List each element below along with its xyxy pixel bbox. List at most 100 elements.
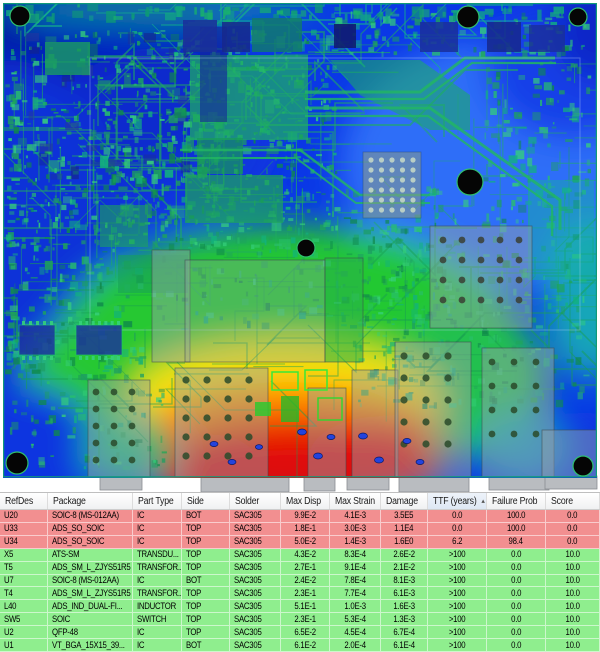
cell-value: 10.0 bbox=[565, 640, 579, 651]
cell-value: 7.7E-4 bbox=[344, 588, 365, 599]
cell-max_disp: 9.9E-2 bbox=[281, 510, 330, 523]
cell-value: >100 bbox=[449, 575, 466, 586]
column-header-ttf[interactable]: TTF (years)▴ bbox=[428, 493, 487, 509]
cell-value: 1.6E-3 bbox=[393, 601, 414, 612]
cell-max_strain: 7.7E-4 bbox=[330, 587, 381, 600]
cell-value: SAC305 bbox=[234, 510, 262, 521]
cell-package: SOIC-8 (MS-012AA) bbox=[48, 510, 133, 523]
cell-value: 0.0 bbox=[511, 562, 521, 573]
cell-value: ATS-SM bbox=[52, 549, 79, 560]
cell-score: 0.0 bbox=[546, 536, 600, 549]
cell-ttf: >100 bbox=[428, 626, 487, 639]
column-header-part_type[interactable]: Part Type bbox=[133, 493, 182, 509]
cell-damage: 2.6E-2 bbox=[381, 549, 428, 562]
cell-failure_prob: 0.0 bbox=[487, 562, 546, 575]
cell-max_disp: 2.4E-2 bbox=[281, 575, 330, 588]
cell-failure_prob: 0.0 bbox=[487, 626, 546, 639]
cell-refdes: SW5 bbox=[0, 613, 48, 626]
column-header-label: Solder bbox=[235, 496, 259, 507]
cell-value: 1.4E-3 bbox=[344, 536, 365, 547]
cell-part_type: IC bbox=[133, 626, 182, 639]
cell-ttf: >100 bbox=[428, 600, 487, 613]
cell-value: 10.0 bbox=[565, 614, 579, 625]
cell-failure_prob: 0.0 bbox=[487, 639, 546, 652]
cell-failure_prob: 0.0 bbox=[487, 549, 546, 562]
cell-value: 0.0 bbox=[511, 549, 521, 560]
cell-value: 2.4E-2 bbox=[294, 575, 315, 586]
cell-value: >100 bbox=[449, 588, 466, 599]
cell-value: 0.0 bbox=[452, 510, 462, 521]
column-header-label: Package bbox=[53, 496, 86, 507]
pcb-heatmap-canvas[interactable] bbox=[0, 0, 600, 492]
cell-score: 10.0 bbox=[546, 613, 600, 626]
cell-value: TRANSDU... bbox=[137, 549, 179, 560]
column-header-side[interactable]: Side bbox=[182, 493, 230, 509]
cell-package: ADS_SM_L_ZJYS51R5 bbox=[48, 587, 133, 600]
cell-value: 6.1E-2 bbox=[294, 640, 315, 651]
column-header-refdes[interactable]: RefDes bbox=[0, 493, 48, 509]
cell-score: 10.0 bbox=[546, 600, 600, 613]
cell-value: 10.0 bbox=[565, 627, 579, 638]
cell-damage: 6.1E-3 bbox=[381, 587, 428, 600]
cell-value: U33 bbox=[4, 523, 18, 534]
column-header-package[interactable]: Package bbox=[48, 493, 133, 509]
cell-part_type: INDUCTOR bbox=[133, 600, 182, 613]
cell-package: ATS-SM bbox=[48, 549, 133, 562]
cell-value: 2.3E-1 bbox=[294, 614, 315, 625]
column-header-max_disp[interactable]: Max Disp bbox=[281, 493, 330, 509]
column-header-label: TTF (years) bbox=[433, 496, 477, 507]
cell-package: VT_BGA_15X15_39... bbox=[48, 639, 133, 652]
cell-side: TOP bbox=[182, 587, 230, 600]
column-header-label: Max Disp bbox=[286, 496, 321, 507]
column-header-score[interactable]: Score bbox=[546, 493, 600, 509]
cell-value: SAC305 bbox=[234, 536, 262, 547]
cell-value: 4.1E-3 bbox=[344, 510, 365, 521]
cell-value: 9.1E-4 bbox=[344, 562, 365, 573]
cell-solder: SAC305 bbox=[230, 613, 281, 626]
cell-ttf: >100 bbox=[428, 613, 487, 626]
column-header-solder[interactable]: Solder bbox=[230, 493, 281, 509]
cell-value: 6.1E-3 bbox=[393, 588, 414, 599]
cell-ttf: >100 bbox=[428, 549, 487, 562]
cell-value: SAC305 bbox=[234, 523, 262, 534]
cell-value: 0.0 bbox=[511, 588, 521, 599]
cell-side: TOP bbox=[182, 626, 230, 639]
column-header-label: RefDes bbox=[5, 496, 33, 507]
cell-solder: SAC305 bbox=[230, 549, 281, 562]
cell-failure_prob: 100.0 bbox=[487, 510, 546, 523]
cell-ttf: >100 bbox=[428, 639, 487, 652]
cell-damage: 1.1E4 bbox=[381, 523, 428, 536]
cell-side: TOP bbox=[182, 523, 230, 536]
cell-value: IC bbox=[137, 627, 144, 638]
cell-damage: 6.1E-4 bbox=[381, 639, 428, 652]
column-header-max_strain[interactable]: Max Strain bbox=[330, 493, 381, 509]
cell-value: 6.5E-2 bbox=[294, 627, 315, 638]
cell-value: 100.0 bbox=[507, 510, 525, 521]
cell-value: U34 bbox=[4, 536, 18, 547]
cell-max_strain: 1.4E-3 bbox=[330, 536, 381, 549]
column-header-label: Side bbox=[187, 496, 204, 507]
cell-value: SAC305 bbox=[234, 640, 262, 651]
column-header-failure_prob[interactable]: Failure Prob bbox=[487, 493, 546, 509]
column-header-damage[interactable]: Damage bbox=[381, 493, 428, 509]
cell-part_type: IC bbox=[133, 536, 182, 549]
cell-value: 0.0 bbox=[511, 614, 521, 625]
cell-value: 2.0E-4 bbox=[344, 640, 365, 651]
cell-damage: 6.7E-4 bbox=[381, 626, 428, 639]
cell-value: 8.1E-3 bbox=[393, 575, 414, 586]
cell-value: 0.0 bbox=[511, 640, 521, 651]
cell-value: VT_BGA_15X15_39... bbox=[52, 640, 125, 651]
cell-solder: SAC305 bbox=[230, 600, 281, 613]
